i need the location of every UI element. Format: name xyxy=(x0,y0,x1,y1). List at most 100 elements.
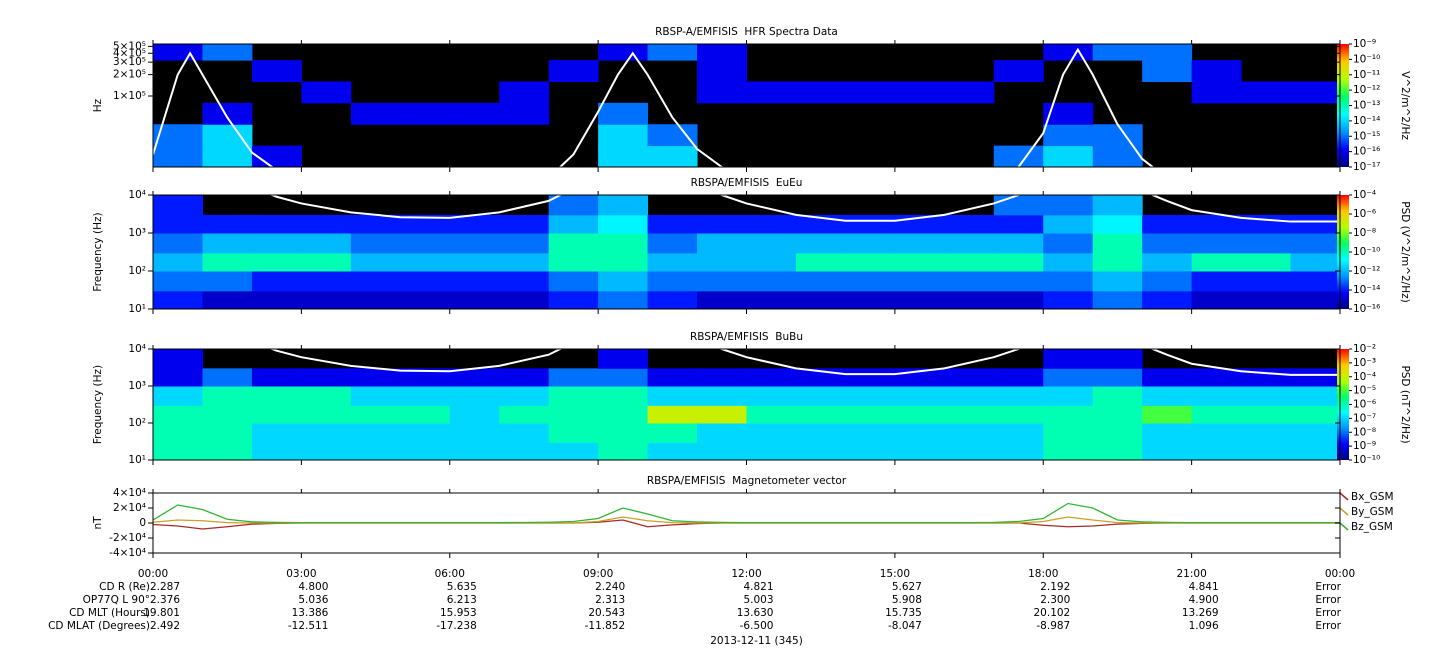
table-cell: 6.213 xyxy=(447,594,477,606)
colorbar-tick-label: 10⁻¹⁰ xyxy=(1353,246,1380,258)
spectrogram-cell xyxy=(795,405,846,424)
spectrogram-cell xyxy=(400,368,451,387)
table-cell: 4.841 xyxy=(1189,581,1219,593)
spectrogram-cell xyxy=(153,233,203,254)
spectrogram-cell xyxy=(647,405,698,424)
spectrogram-cell xyxy=(400,271,451,292)
spectrogram-cell xyxy=(1191,368,1242,387)
colorbar-tick-label: 10⁻¹⁷ xyxy=(1353,161,1380,173)
y-tick-label: -4×10⁴ xyxy=(109,547,146,559)
spectrogram-cell xyxy=(746,423,797,443)
spectrogram-cell xyxy=(993,442,1044,460)
spectrogram-cell xyxy=(1043,145,1094,167)
spectrogram-cell xyxy=(301,405,352,424)
spectrogram-cell xyxy=(153,214,203,234)
spectrogram-cell xyxy=(153,124,203,147)
spectrogram-cell xyxy=(993,368,1044,387)
spectrogram-cell xyxy=(944,233,995,254)
plot-frame xyxy=(152,348,1341,461)
spectrogram-cell xyxy=(1043,349,1094,369)
table-cell: 4.800 xyxy=(298,581,328,593)
spectrogram-cell xyxy=(894,442,945,460)
spectrogram-cell xyxy=(894,386,945,406)
spectrogram-cell xyxy=(449,442,500,460)
overlay-curve xyxy=(153,47,1155,167)
spectrogram-cell xyxy=(400,233,451,254)
overlay-curve xyxy=(269,349,1340,376)
table-cell: 5.627 xyxy=(892,581,922,593)
spectrogram-cell xyxy=(845,442,896,460)
spectrogram-cell xyxy=(746,252,797,272)
spectrogram-cell xyxy=(153,368,203,387)
table-cell: Error xyxy=(1315,594,1341,606)
spectrogram-cell xyxy=(746,271,797,292)
y-tick-label: 10² xyxy=(128,417,146,429)
row-label: CD MLAT (Degrees) xyxy=(48,620,150,632)
spectrogram-cell xyxy=(598,386,649,406)
spectrogram-cell xyxy=(894,233,945,254)
table-cell: 2.240 xyxy=(595,581,625,593)
spectrogram-cell xyxy=(449,271,500,292)
spectrogram-cell xyxy=(795,423,846,443)
spectrogram-cell xyxy=(548,442,599,460)
plot-area xyxy=(153,349,1340,460)
spectrogram-cell xyxy=(598,195,649,216)
spectrogram-cell xyxy=(350,271,401,292)
spectrogram-cell xyxy=(1142,442,1193,460)
spectrogram-cell xyxy=(1092,405,1143,424)
spectrogram-cell xyxy=(993,423,1044,443)
spectrogram-cell xyxy=(746,214,797,234)
spectrogram-cell xyxy=(1241,290,1292,309)
spectrogram-cell xyxy=(1142,233,1193,254)
colorbar-tick-label: 10⁻⁵ xyxy=(1353,385,1376,397)
spectrogram-cell xyxy=(202,124,253,147)
table-cell: -11.852 xyxy=(585,620,626,632)
spectrogram-cell xyxy=(647,44,698,61)
spectrogram-cell xyxy=(251,442,302,460)
spectrogram-cell xyxy=(1092,233,1143,254)
spectrogram-cell xyxy=(647,233,698,254)
spectrogram-cell xyxy=(202,368,253,387)
table-cell: Error xyxy=(1315,620,1341,632)
spectrogram-cell xyxy=(1043,124,1094,147)
spectrogram-cell xyxy=(449,386,500,406)
spectrogram-cell xyxy=(1043,233,1094,254)
spectrogram-cell xyxy=(153,271,203,292)
spectrogram-cell xyxy=(251,290,302,309)
spectrogram-cell xyxy=(746,81,797,104)
y-axis-label: nT xyxy=(92,516,104,530)
spectrogram-cell xyxy=(993,214,1044,234)
spectrogram-cell xyxy=(746,442,797,460)
spectrogram-cell xyxy=(795,386,846,406)
spectrogram-cell xyxy=(251,214,302,234)
spectrogram-cell xyxy=(548,195,599,216)
spectrogram-cell xyxy=(1290,368,1340,387)
spectrogram-cell xyxy=(548,405,599,424)
spectrogram-cell xyxy=(548,290,599,309)
x-tick-label: 18:00 xyxy=(1028,568,1058,580)
spectrogram-cell xyxy=(746,386,797,406)
spectrogram-cell xyxy=(251,145,302,167)
y-tick-label: 10³ xyxy=(128,227,146,239)
y-tick-label: 1×10⁵ xyxy=(113,90,146,102)
spectrogram-cell xyxy=(1191,290,1242,309)
spectrogram-cell xyxy=(944,423,995,443)
y-tick-label: 10⁴ xyxy=(128,343,146,355)
spectrogram-cell xyxy=(499,368,550,387)
table-cell: 4.900 xyxy=(1189,594,1219,606)
table-cell: 4.821 xyxy=(743,581,773,593)
spectrogram-cell xyxy=(202,442,253,460)
spectrogram-cell xyxy=(1043,214,1094,234)
spectrogram-cell xyxy=(1191,81,1242,104)
spectrogram-cell xyxy=(993,145,1044,167)
spectrogram-cell xyxy=(202,290,253,309)
spectrogram-cell xyxy=(301,214,352,234)
spectrogram-cell xyxy=(845,214,896,234)
spectrogram-cell xyxy=(845,386,896,406)
spectrogram-cell xyxy=(697,442,747,460)
spectrogram-cell xyxy=(350,233,401,254)
spectrogram-cell xyxy=(350,290,401,309)
spectrogram-cell xyxy=(499,386,550,406)
spectrogram-cell xyxy=(153,442,203,460)
